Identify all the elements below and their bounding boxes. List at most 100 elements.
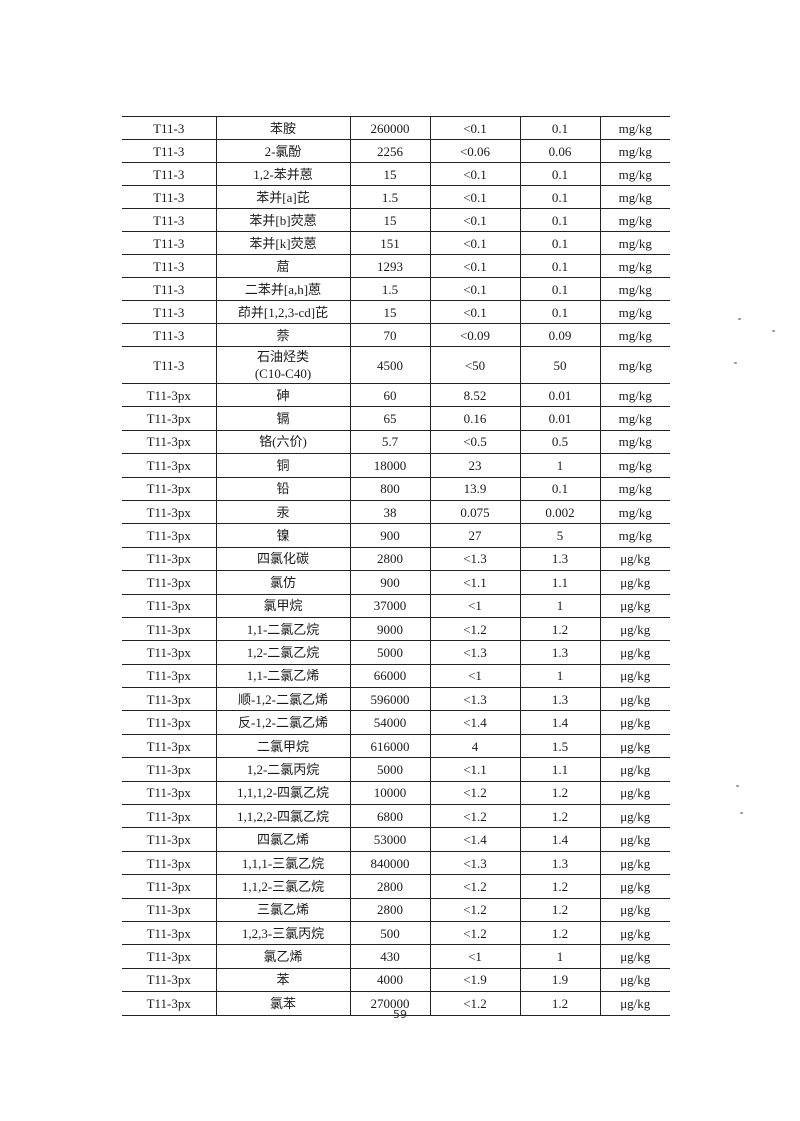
table-row: T11-3px 砷 60 8.52 0.01 mg/kg — [122, 382, 670, 408]
unit-cell: mg/kg — [599, 346, 670, 384]
sample-id-cell: T11-3 — [122, 277, 216, 301]
detection-limit-cell: 0.002 — [519, 499, 600, 525]
unit-cell: mg/kg — [599, 429, 670, 455]
sample-id-cell: T11-3px — [122, 850, 216, 876]
unit-cell: μg/kg — [599, 663, 670, 689]
screening-value-cell: 5000 — [349, 640, 430, 665]
unit-cell: mg/kg — [599, 300, 670, 324]
analyte-cell: 2-氯酚 — [215, 139, 350, 163]
sample-id-cell: T11-3px — [122, 920, 216, 946]
table-row: T11-3 苯并[a]芘 1.5 <0.1 0.1 mg/kg — [122, 185, 670, 209]
unit-cell: mg/kg — [599, 476, 670, 501]
scan-speck — [772, 330, 775, 332]
screening-value-cell: 2800 — [349, 897, 430, 922]
result-cell: 0.16 — [429, 406, 520, 431]
screening-value-cell: 9000 — [349, 616, 430, 642]
analyte-cell: 苯并[b]荧蒽 — [215, 208, 350, 232]
unit-cell: mg/kg — [599, 162, 670, 186]
analyte-cell: 氯苯 — [215, 991, 350, 1016]
analyte-cell: 苯 — [215, 967, 350, 993]
result-cell: <0.1 — [429, 254, 520, 278]
analyte-cell: 四氯化碳 — [215, 546, 350, 572]
unit-cell: mg/kg — [599, 323, 670, 347]
detection-limit-cell: 0.1 — [519, 116, 600, 140]
analyte-cell: 1,1,1-三氯乙烷 — [215, 850, 350, 876]
screening-value-cell: 2800 — [349, 546, 430, 572]
sample-id-cell: T11-3px — [122, 570, 216, 595]
sample-id-cell: T11-3px — [122, 687, 216, 712]
analyte-cell: 镉 — [215, 406, 350, 431]
sample-id-cell: T11-3 — [122, 300, 216, 324]
analyte-cell: 1,1,2,2-四氯乙烷 — [215, 804, 350, 829]
unit-cell: μg/kg — [599, 546, 670, 572]
analyte-cell: 苯并[k]荧蒽 — [215, 231, 350, 255]
table-row: T11-3px 氯甲烷 37000 <1 1 μg/kg — [122, 593, 670, 618]
table-row: T11-3px 镍 900 27 5 mg/kg — [122, 523, 670, 548]
table-row: T11-3px 氯仿 900 <1.1 1.1 μg/kg — [122, 570, 670, 595]
table-row: T11-3px 1,1-二氯乙烷 9000 <1.2 1.2 μg/kg — [122, 616, 670, 642]
detection-limit-cell: 0.5 — [519, 429, 600, 455]
sample-id-cell: T11-3px — [122, 616, 216, 642]
sample-id-cell: T11-3 — [122, 231, 216, 255]
table-row: T11-3 二苯并[a,h]蒽 1.5 <0.1 0.1 mg/kg — [122, 277, 670, 301]
screening-value-cell: 18000 — [349, 453, 430, 478]
screening-value-cell: 53000 — [349, 827, 430, 852]
screening-value-cell: 60 — [349, 382, 430, 408]
screening-value-cell: 54000 — [349, 710, 430, 735]
detection-limit-cell: 1.1 — [519, 570, 600, 595]
analyte-cell: 三氯乙烯 — [215, 897, 350, 922]
sample-id-cell: T11-3px — [122, 640, 216, 665]
table-row: T11-3px 1,1-二氯乙烯 66000 <1 1 μg/kg — [122, 663, 670, 689]
sample-id-cell: T11-3px — [122, 429, 216, 455]
table-row: T11-3 苯并[b]荧蒽 15 <0.1 0.1 mg/kg — [122, 208, 670, 232]
unit-cell: μg/kg — [599, 780, 670, 806]
analyte-cell: 1,1,1,2-四氯乙烷 — [215, 780, 350, 806]
sample-id-cell: T11-3px — [122, 663, 216, 689]
screening-value-cell: 15 — [349, 300, 430, 324]
sample-id-cell: T11-3px — [122, 780, 216, 806]
analyte-cell: 苯并[a]芘 — [215, 185, 350, 209]
screening-value-cell: 900 — [349, 523, 430, 548]
detection-limit-cell: 1 — [519, 453, 600, 478]
result-cell: <1.1 — [429, 570, 520, 595]
analyte-cell: 二苯并[a,h]蒽 — [215, 277, 350, 301]
table-row: T11-3px 四氯化碳 2800 <1.3 1.3 μg/kg — [122, 546, 670, 572]
unit-cell: μg/kg — [599, 570, 670, 595]
screening-value-cell: 596000 — [349, 687, 430, 712]
table-row: T11-3 䓛 1293 <0.1 0.1 mg/kg — [122, 254, 670, 278]
detection-limit-cell: 1.4 — [519, 710, 600, 735]
screening-value-cell: 2800 — [349, 874, 430, 899]
detection-limit-cell: 0.1 — [519, 254, 600, 278]
table-row: T11-3px 镉 65 0.16 0.01 mg/kg — [122, 406, 670, 431]
unit-cell: μg/kg — [599, 850, 670, 876]
result-cell: 0.075 — [429, 499, 520, 525]
table-row: T11-3px 氯苯 270000 <1.2 1.2 μg/kg — [122, 991, 670, 1016]
result-cell: <1.3 — [429, 687, 520, 712]
sample-id-cell: T11-3px — [122, 406, 216, 431]
unit-cell: μg/kg — [599, 827, 670, 852]
analyte-cell: 茚并[1,2,3-cd]芘 — [215, 300, 350, 324]
screening-value-cell: 15 — [349, 162, 430, 186]
table-row: T11-3px 四氯乙烯 53000 <1.4 1.4 μg/kg — [122, 827, 670, 852]
detection-limit-cell: 50 — [519, 346, 600, 384]
screening-value-cell: 800 — [349, 476, 430, 501]
detection-limit-cell: 1.1 — [519, 757, 600, 782]
result-cell: <1.2 — [429, 874, 520, 899]
unit-cell: μg/kg — [599, 733, 670, 759]
page-number: 59 — [393, 1008, 407, 1021]
unit-cell: mg/kg — [599, 139, 670, 163]
detection-limit-cell: 0.1 — [519, 231, 600, 255]
result-cell: <1.3 — [429, 640, 520, 665]
analyte-cell: 反-1,2-二氯乙烯 — [215, 710, 350, 735]
sample-id-cell: T11-3px — [122, 897, 216, 922]
analyte-cell: 氯仿 — [215, 570, 350, 595]
analyte-cell: 铜 — [215, 453, 350, 478]
detection-limit-cell: 0.1 — [519, 208, 600, 232]
table-row: T11-3px 三氯乙烯 2800 <1.2 1.2 μg/kg — [122, 897, 670, 922]
table-row: T11-3px 1,2-二氯乙烷 5000 <1.3 1.3 μg/kg — [122, 640, 670, 665]
screening-value-cell: 15 — [349, 208, 430, 232]
table-row: T11-3px 汞 38 0.075 0.002 mg/kg — [122, 499, 670, 525]
sample-id-cell: T11-3px — [122, 499, 216, 525]
result-cell: <0.09 — [429, 323, 520, 347]
detection-limit-cell: 1.3 — [519, 850, 600, 876]
